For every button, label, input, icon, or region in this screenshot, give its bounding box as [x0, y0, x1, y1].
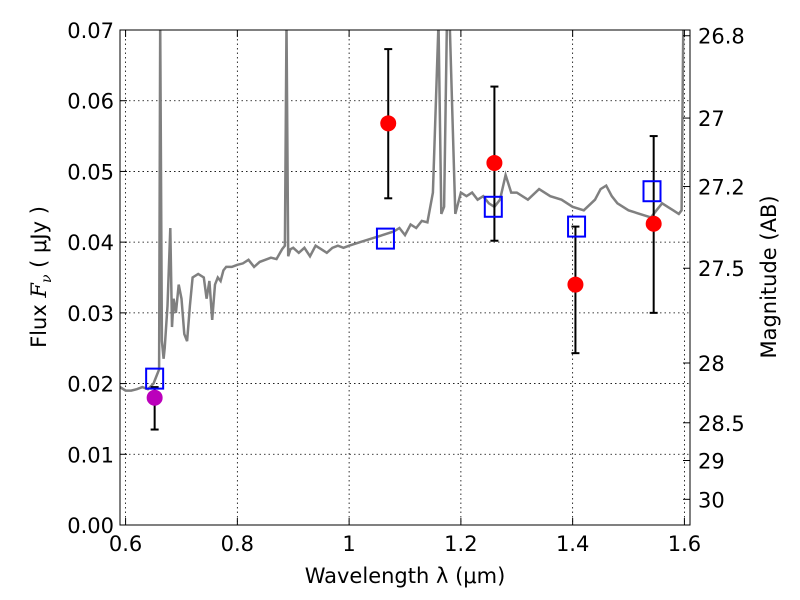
model-spectrum-line	[120, 30, 685, 392]
y2-tick-label: 28	[698, 352, 725, 376]
y-tick-label: 0.05	[67, 160, 114, 184]
model-photometry-square	[145, 367, 165, 390]
observed-photometry-point	[645, 215, 662, 232]
y-tick-label: 0.07	[67, 19, 114, 43]
observed-photometry-point	[486, 154, 503, 171]
y2-axis-label: Magnitude (AB)	[757, 195, 781, 358]
y-tick-label: 0.01	[67, 443, 114, 467]
y-axis-label-symbol: F	[27, 282, 51, 299]
y2-tick-label: 30	[698, 488, 725, 512]
y-axis-label-prefix: Flux	[27, 298, 51, 348]
observed-photometry-point	[380, 115, 397, 132]
x-tick-label: 1.6	[668, 532, 701, 556]
axis-ticks: 0.6 0.8 1 1.2 1.4 1.6 0.00 0.01 0.02 0.03 0.04 0.05…	[67, 19, 745, 556]
y2-tick-label: 27.5	[698, 257, 745, 281]
y2-tick-label: 27	[698, 107, 725, 131]
y2-tick-label: 27.2	[698, 176, 745, 200]
model-photometry-square	[375, 227, 395, 250]
observed-photometry-point	[567, 276, 584, 293]
y-axis-label-suffix: ( μJy )	[27, 206, 51, 274]
axes-frame	[119, 29, 691, 526]
y-tick-label: 0.06	[67, 90, 114, 114]
model-photometry-square	[642, 180, 662, 203]
y-tick-label: 0.03	[67, 302, 114, 326]
y-tick-label: 0.04	[67, 231, 114, 255]
x-tick-label: 0.6	[109, 532, 142, 556]
x-tick-label: 1.4	[556, 532, 589, 556]
y-tick-label: 0.02	[67, 373, 114, 397]
grid-lines	[120, 29, 690, 526]
y-axis-label: Flux Fν ( μJy )	[27, 206, 55, 348]
x-axis-label: Wavelength λ (μm)	[305, 564, 506, 588]
plot-area	[120, 30, 685, 431]
observed-photometry-point	[146, 389, 163, 406]
y-axis-label-subscript: ν	[39, 274, 55, 283]
y2-tick-label: 29	[698, 450, 725, 474]
model-photometry-square	[483, 195, 503, 218]
x-tick-label: 1.2	[444, 532, 477, 556]
y2-tick-label: 28.5	[698, 412, 745, 436]
y2-tick-label: 26.8	[698, 25, 745, 49]
x-tick-label: 0.8	[221, 532, 254, 556]
x-tick-label: 1	[342, 532, 355, 556]
model-photometry-square	[567, 215, 587, 238]
y-tick-label: 0.00	[67, 514, 114, 538]
